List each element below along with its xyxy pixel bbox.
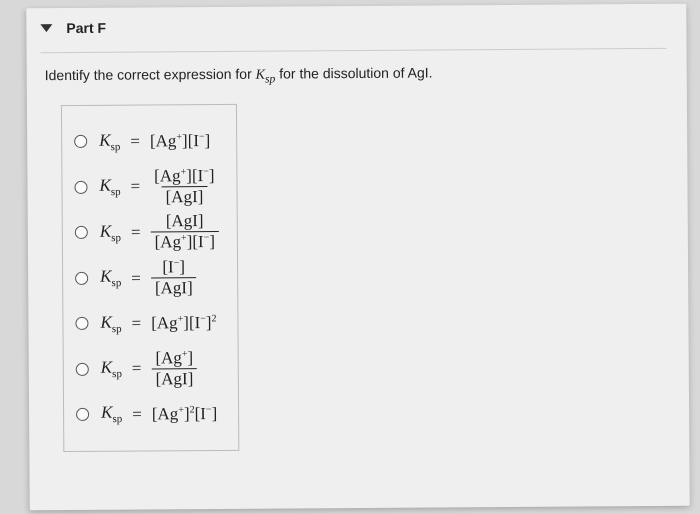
option-expression: Ksp = [I−][AgI]	[100, 258, 197, 297]
fraction-denominator: [AgI]	[151, 277, 197, 297]
options-box: Ksp=[Ag+][I−]Ksp=[Ag+][I−][AgI]Ksp=[AgI]…	[61, 104, 240, 452]
ksp-symbol: Ksp	[100, 221, 121, 244]
fraction-numerator: [Ag+][I−]	[150, 167, 219, 186]
ksp-symbol: Ksp	[99, 130, 120, 153]
question-prompt: Identify the correct expression for Ksp …	[45, 63, 667, 87]
equals-sign: =	[131, 222, 141, 242]
fraction-denominator: [AgI]	[162, 186, 208, 206]
equals-sign: =	[132, 404, 142, 424]
fraction-denominator: [Ag+][I−]	[151, 231, 220, 251]
ksp-symbol: Ksp	[101, 403, 122, 426]
radio-icon[interactable]	[75, 317, 88, 330]
question-card: Part F Identify the correct expression f…	[26, 4, 689, 511]
collapse-caret-icon[interactable]	[40, 24, 52, 32]
ksp-symbol: Ksp	[99, 176, 120, 199]
option-expression: Ksp = [Ag+]2[I−]	[101, 402, 217, 425]
ksp-symbol: Ksp	[100, 267, 121, 290]
rhs-inline: [Ag+][I−]2	[151, 313, 217, 333]
radio-icon[interactable]	[74, 181, 87, 194]
prompt-after: for the dissolution of AgI.	[279, 64, 432, 81]
prompt-ksp: Ksp	[256, 68, 276, 83]
equals-sign: =	[132, 313, 142, 333]
radio-icon[interactable]	[76, 408, 89, 421]
fraction-denominator: [AgI]	[151, 368, 197, 388]
card-inner: Part F Identify the correct expression f…	[26, 4, 689, 462]
equals-sign: =	[131, 177, 141, 197]
option-row[interactable]: Ksp = [Ag+][I−]	[74, 122, 218, 161]
divider	[41, 48, 667, 53]
radio-icon[interactable]	[75, 272, 88, 285]
part-label: Part F	[66, 20, 106, 36]
rhs-fraction: [I−][AgI]	[151, 258, 197, 297]
prompt-before: Identify the correct expression for	[45, 66, 256, 83]
rhs-fraction: [Ag+][AgI]	[151, 349, 197, 388]
part-header[interactable]: Part F	[40, 14, 666, 46]
rhs-inline: [Ag+]2[I−]	[152, 404, 218, 424]
rhs-fraction: [Ag+][I−][AgI]	[150, 167, 219, 206]
option-expression: Ksp = [Ag+][I−]	[99, 130, 210, 153]
radio-icon[interactable]	[75, 226, 88, 239]
option-row[interactable]: Ksp = [Ag+]2[I−]	[76, 395, 220, 434]
option-row[interactable]: Ksp = [Ag+][I−]2	[75, 304, 219, 343]
rhs-fraction: [AgI][Ag+][I−]	[150, 212, 219, 251]
equals-sign: =	[131, 268, 141, 288]
option-expression: Ksp = [AgI][Ag+][I−]	[100, 212, 219, 252]
fraction-numerator: [I−]	[158, 258, 189, 277]
option-row[interactable]: Ksp = [I−][AgI]	[75, 258, 219, 298]
ksp-symbol: Ksp	[101, 358, 122, 381]
option-row[interactable]: Ksp = [Ag+][AgI]	[76, 349, 220, 389]
fraction-numerator: [AgI]	[162, 213, 208, 232]
equals-sign: =	[130, 131, 140, 151]
option-row[interactable]: Ksp = [Ag+][I−][AgI]	[74, 167, 218, 207]
option-expression: Ksp = [Ag+][I−]2	[100, 312, 216, 335]
radio-icon[interactable]	[76, 363, 89, 376]
rhs-inline: [Ag+][I−]	[150, 131, 211, 151]
option-row[interactable]: Ksp = [AgI][Ag+][I−]	[75, 212, 219, 252]
radio-icon[interactable]	[74, 135, 87, 148]
option-expression: Ksp = [Ag+][AgI]	[101, 349, 198, 388]
option-expression: Ksp = [Ag+][I−][AgI]	[99, 167, 218, 207]
equals-sign: =	[132, 359, 142, 379]
ksp-symbol: Ksp	[100, 312, 121, 335]
fraction-numerator: [Ag+]	[151, 349, 197, 368]
